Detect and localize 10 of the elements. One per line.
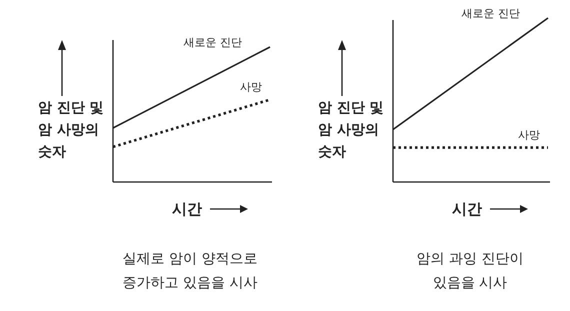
- series-label: 사망: [240, 80, 262, 94]
- x-axis-title: 시간: [452, 200, 482, 218]
- text: 암의 과잉 진단이 있음을 시사: [416, 251, 524, 291]
- y-axis-title: 암 진단 및 암 사망의 숫자: [38, 100, 104, 160]
- text: 실제로 암이 양적으로 증가하고 있음을 시사: [122, 251, 258, 291]
- x-axis-title: 시간: [172, 200, 202, 218]
- series-label: 사망: [518, 128, 540, 142]
- series-label: 새로운 진단: [462, 7, 520, 20]
- y-axis-title: 암 진단 및 암 사망의 숫자: [318, 100, 384, 160]
- series-label: 새로운 진단: [184, 36, 242, 49]
